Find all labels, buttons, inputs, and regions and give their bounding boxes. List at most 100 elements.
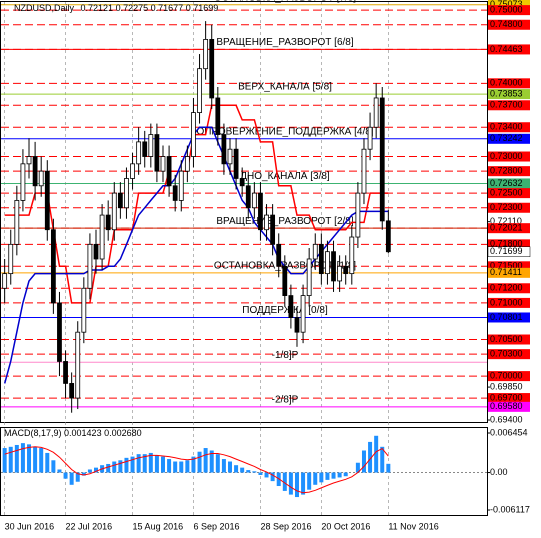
macd-bar — [142, 454, 147, 473]
macd-bar — [355, 462, 360, 473]
y-tick-box — [488, 267, 530, 278]
macd-bar — [368, 441, 373, 473]
candle-body — [331, 251, 336, 282]
y-tick-box — [487, 246, 531, 257]
y-tick-box — [488, 19, 530, 30]
level-label: ВРАЩЕНИЕ_РАЗВОРОТ [6/8] — [216, 37, 354, 48]
macd-bar — [282, 472, 287, 491]
macd-bar — [33, 446, 38, 473]
y-tick-label: 0.72500 — [490, 187, 523, 197]
macd-bar — [69, 472, 74, 485]
last-low: 0.71677 — [151, 3, 184, 13]
candle-body — [245, 185, 251, 209]
macd-bar — [313, 472, 318, 485]
y-tick-label: 0.71200 — [490, 283, 523, 293]
y-tick-label: 0.70300 — [490, 349, 523, 359]
x-tick-label: 30 Jun 2016 — [5, 521, 55, 531]
candle-body — [2, 273, 8, 289]
level-label: -2/8]P — [272, 394, 299, 405]
macd-bar — [161, 456, 165, 473]
candle-body — [50, 229, 56, 304]
candle-body — [142, 141, 148, 157]
last-high: 0.72275 — [116, 3, 149, 13]
x-tick-label: 28 Sep 2016 — [260, 521, 311, 531]
macd-bar — [87, 469, 92, 473]
y-tick-box — [488, 78, 530, 89]
y-tick-box — [488, 100, 530, 111]
macd-bar — [173, 461, 178, 473]
candle-body — [93, 243, 99, 260]
candle-body — [154, 134, 160, 172]
macd-bar — [57, 469, 62, 473]
y-tick-label: 0.71500 — [490, 261, 523, 271]
macd-bar — [197, 451, 202, 473]
candle-body — [361, 148, 367, 194]
candle-body — [191, 112, 196, 157]
last-open: 0.72121 — [81, 3, 114, 13]
candle-body — [282, 265, 288, 296]
macd-bar — [209, 450, 214, 473]
last-close: 0.71699 — [186, 3, 219, 13]
macd-bar — [167, 459, 172, 473]
candle-body — [221, 134, 227, 165]
macd-bar — [112, 461, 117, 473]
y-tick-box — [488, 261, 530, 272]
macd-bar — [288, 472, 293, 495]
candle-body — [172, 185, 178, 201]
y-tick-box — [488, 223, 530, 234]
indicator-line — [4, 104, 389, 304]
y-tick-box — [488, 371, 530, 382]
y-tick-box — [488, 178, 530, 189]
candle-body — [117, 192, 123, 209]
macd-bar — [374, 435, 379, 473]
macd-bar — [361, 450, 366, 473]
candle-body — [264, 214, 269, 231]
macd-bar — [380, 446, 385, 473]
y-tick-label: 0.69580 — [490, 401, 523, 411]
macd-bar — [343, 472, 348, 477]
candle-body — [343, 265, 349, 275]
x-tick-label: 20 Oct 2016 — [321, 521, 370, 531]
y-tick-label: 0.00 — [490, 467, 508, 477]
candle-body — [367, 126, 373, 150]
y-tick-label: 0.72632 — [490, 178, 523, 188]
candle-body — [215, 97, 221, 135]
macd-bar — [221, 459, 226, 473]
x-tick-label: 6 Sep 2016 — [193, 521, 239, 531]
level-label: ВЕРХ_КАНАЛА [5/8] — [238, 82, 332, 93]
candle-body — [300, 295, 306, 333]
candle-body — [57, 302, 62, 362]
macd-bar — [325, 472, 330, 480]
indicator-line — [3, 126, 389, 384]
candle-body — [44, 170, 50, 231]
candle-body — [306, 258, 312, 296]
macd-bar — [264, 472, 269, 478]
y-tick-label: 0.71800 — [490, 239, 523, 249]
macd-bar — [75, 472, 80, 482]
candle-body — [270, 214, 276, 245]
macd-bar — [301, 472, 306, 495]
y-tick-label: 0.73853 — [490, 88, 523, 98]
macd-bar — [191, 456, 196, 473]
y-tick-box — [488, 89, 530, 100]
macd-bar — [136, 454, 141, 473]
macd-bar — [185, 460, 190, 473]
y-tick-box — [488, 122, 530, 133]
macd-bar — [386, 463, 391, 473]
y-tick-label: 0.72110 — [490, 216, 522, 226]
macd-bar — [106, 463, 111, 473]
y-tick-box — [488, 202, 530, 213]
y-tick-box — [488, 239, 530, 250]
candle-body — [124, 178, 129, 209]
macd-bar — [234, 465, 239, 473]
y-tick-box — [488, 0, 530, 10]
candle-body — [63, 361, 68, 384]
candle-body — [288, 295, 294, 318]
chart-title: NZDUSD,Daily — [14, 3, 75, 13]
level-label: ОПРОВЕРЖЕНИЕ_ПОДДЕРЖКА [4/8] — [196, 126, 373, 137]
macd-bar — [2, 448, 7, 473]
y-tick-label: 0.73000 — [490, 151, 523, 161]
macd-bar — [331, 472, 336, 479]
macd-bar — [252, 471, 257, 473]
